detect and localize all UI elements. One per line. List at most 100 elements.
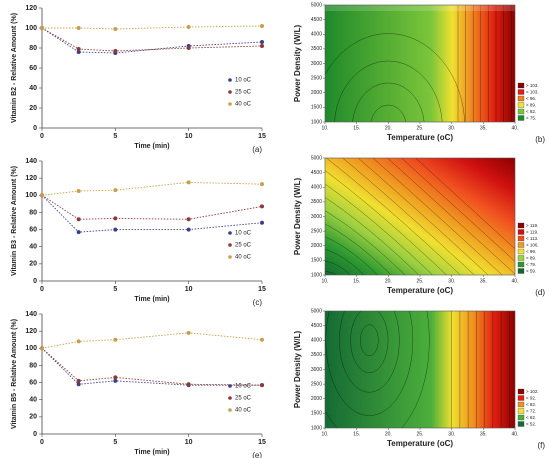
legend-label: < 75. — [526, 115, 536, 120]
trend-line — [41, 194, 263, 233]
data-point — [186, 46, 191, 50]
data-point — [113, 375, 118, 380]
y-tick-label: 1000 — [311, 425, 322, 431]
y-tick-label: 60 — [29, 226, 37, 233]
legend-swatch — [517, 229, 525, 235]
y-tick-label: 100 — [25, 192, 37, 199]
data-point — [113, 337, 118, 342]
legend-label: 10 oC — [235, 384, 252, 390]
legend-swatch — [517, 95, 525, 102]
legend-marker — [228, 408, 232, 412]
y-tick-label: 3500 — [311, 199, 322, 205]
contour-line — [360, 324, 379, 357]
contour-line — [326, 158, 461, 275]
legend-marker — [228, 231, 232, 235]
y-tick-label: 0 — [33, 278, 37, 285]
legend-label: < 106. — [526, 242, 539, 247]
legend-label: 40 oC — [235, 102, 252, 108]
legend-label: < 103. — [526, 89, 539, 94]
contour-field — [325, 311, 515, 428]
y-tick-label: 100 — [25, 25, 37, 32]
data-point — [76, 230, 81, 235]
legend-swatch — [517, 102, 525, 108]
y-tick-label: 20 — [29, 414, 37, 421]
legend-label: 10 oC — [235, 78, 252, 84]
contour-line — [325, 223, 392, 275]
y-tick-label: 80 — [29, 362, 37, 369]
y-tick-label: 4500 — [311, 170, 322, 176]
x-tick-label: 40. — [512, 278, 519, 284]
legend-label: < 82. — [526, 402, 536, 407]
data-point — [40, 193, 44, 198]
legend-label: 40 oC — [235, 408, 252, 414]
x-tick-label: 0 — [40, 439, 44, 446]
x-tick-label: 30. — [448, 125, 455, 131]
x-tick-label: 35. — [480, 431, 487, 437]
y-tick-label: 40 — [29, 244, 37, 251]
legend-label: > 103. — [526, 83, 539, 88]
data-point — [40, 346, 44, 351]
y-tick-label: 140 — [25, 158, 37, 165]
data-point — [186, 330, 191, 335]
legend-marker — [228, 396, 232, 400]
legend-marker — [228, 102, 232, 106]
contour-line — [372, 158, 503, 275]
y-tick-label: 120 — [25, 328, 37, 335]
x-tick-label: 15 — [258, 439, 266, 446]
x-tick-label: 5 — [113, 439, 117, 446]
data-point — [260, 337, 264, 342]
y-axis-label: Power Density (W/L) — [293, 330, 302, 408]
x-tick-label: 5 — [113, 133, 117, 140]
x-tick-label: 15 — [258, 286, 266, 293]
x-tick-label: 10 — [185, 439, 193, 446]
legend-swatch — [517, 421, 525, 427]
data-point — [76, 47, 81, 51]
y-tick-label: 60 — [29, 379, 37, 386]
y-tick-label: 4000 — [311, 185, 322, 191]
x-axis-label: Time (min) — [134, 296, 169, 303]
panel-label: (d) — [535, 288, 545, 297]
y-tick-label: 140 — [25, 311, 37, 318]
contour-lines — [325, 158, 515, 275]
data-point — [76, 217, 81, 222]
contour-line — [325, 197, 420, 275]
y-tick-label: 120 — [25, 5, 37, 12]
legend-label: 10 oC — [235, 231, 252, 237]
y-tick-label: 120 — [25, 175, 37, 182]
y-tick-label: 3500 — [311, 46, 322, 52]
y-axis-label: Vitamin B3 - Relative Amount (%) — [11, 166, 18, 276]
legend-label: 25 oC — [235, 396, 252, 402]
y-tick-label: 3500 — [311, 352, 322, 358]
panel-label: (f) — [537, 441, 545, 450]
contour-line — [370, 104, 407, 122]
legend-label: < 113. — [526, 236, 538, 241]
contour-line — [350, 311, 389, 373]
y-axis-label: Vitamin B2 - Relative Amount (%) — [11, 13, 18, 123]
legend-swatch — [517, 222, 525, 229]
data-point — [260, 204, 264, 209]
data-point — [186, 227, 191, 232]
panel-label: (b) — [535, 135, 545, 144]
x-axis-label: Temperature (oC) — [387, 286, 453, 295]
y-tick-label: 80 — [29, 45, 37, 52]
y-tick-label: 5000 — [311, 308, 322, 314]
legend-swatch — [517, 388, 525, 395]
x-tick-label: 25. — [417, 278, 424, 284]
data-point — [260, 24, 264, 28]
legend-swatch — [517, 255, 525, 261]
trend-line — [41, 181, 263, 196]
trend-line — [41, 332, 263, 349]
plot-area — [42, 161, 262, 281]
legend-marker — [228, 78, 232, 82]
y-tick-label: 3000 — [311, 214, 322, 220]
legend-swatch — [517, 115, 525, 121]
contour-line — [352, 82, 425, 122]
legend-label: < 59. — [526, 268, 536, 273]
x-tick-label: 10. — [322, 125, 329, 131]
legend-label: < 79. — [526, 262, 536, 267]
y-tick-label: 3000 — [311, 61, 322, 67]
x-tick-label: 25. — [417, 431, 424, 437]
x-tick-label: 15. — [353, 431, 360, 437]
legend-label: < 89. — [526, 102, 536, 107]
